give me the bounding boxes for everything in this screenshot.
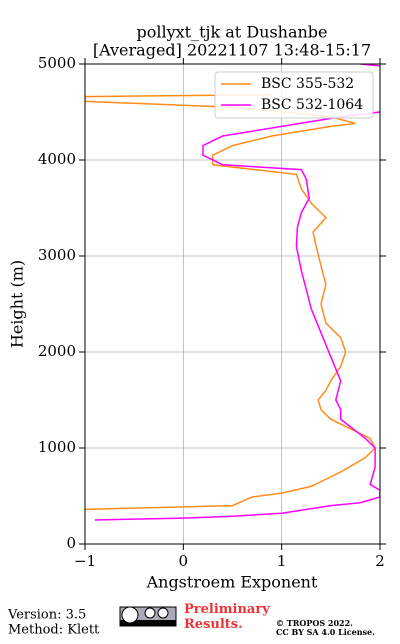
x-tick-label: 2 bbox=[375, 552, 385, 570]
y-axis-label: Height (m) bbox=[8, 260, 27, 348]
license: CC BY SA 4.0 License. bbox=[276, 627, 375, 637]
chart-subtitle: [Averaged] 20221107 13:48-15:17 bbox=[93, 41, 371, 60]
x-tick-label: 0 bbox=[179, 552, 189, 570]
legend-label: BSC 532-1064 bbox=[261, 97, 363, 113]
y-tick-label: 3000 bbox=[38, 246, 76, 264]
plot-frame bbox=[84, 63, 381, 545]
copyright: © TROPOS 2022. bbox=[276, 618, 353, 628]
x-tick-label: −1 bbox=[74, 552, 96, 570]
y-tick-label: 5000 bbox=[38, 54, 76, 72]
y-tick-label: 2000 bbox=[38, 342, 76, 360]
legend-label: BSC 355-532 bbox=[261, 76, 354, 92]
data-line bbox=[94, 64, 380, 521]
chart-title: pollyxt_tjk at Dushanbe bbox=[136, 23, 327, 42]
legend-box bbox=[214, 71, 374, 119]
method: Method: Klett bbox=[8, 623, 100, 638]
version: Version: 3.5 bbox=[7, 608, 86, 623]
cc-logo bbox=[119, 606, 177, 627]
x-tick-label: 1 bbox=[277, 552, 287, 570]
y-tick-label: 1000 bbox=[38, 438, 76, 456]
preliminary-note: Preliminary Results. bbox=[184, 602, 270, 632]
y-tick-label: 4000 bbox=[38, 150, 76, 168]
y-tick-label: 0 bbox=[66, 534, 76, 552]
x-axis-label: Angstroem Exponent bbox=[146, 573, 318, 592]
data-line bbox=[85, 93, 377, 511]
